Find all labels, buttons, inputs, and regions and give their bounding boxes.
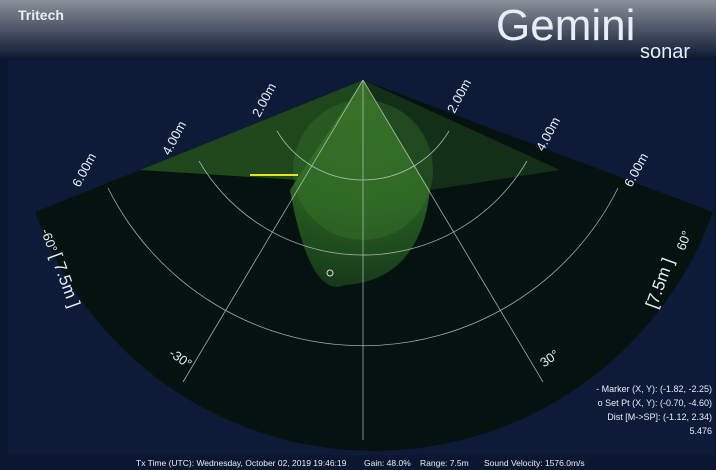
grid [107,79,619,440]
angle-label: 60° [673,229,694,253]
status-time: Tx Time (UTC): Wednesday, October 02, 20… [136,458,347,468]
status-gain: Gain: 48.0% [364,458,411,468]
status-range: Range: 7.5m [420,458,469,468]
echo-left [140,80,363,180]
readout-line: - Marker (X, Y): (-1.82, -2.25) [596,384,712,394]
echo-right [363,80,560,190]
brand: Tritech [18,7,64,23]
readout-line: Dist [M->SP]: (-1.12, 2.34) [607,412,712,422]
readout-line: o Set Pt (X, Y): (-0.70, -4.60) [598,398,712,408]
set-point [326,269,334,277]
product-name: Gemini [496,1,635,50]
fan [35,79,713,451]
readout-line: 5.476 [689,426,712,436]
echo-main [290,80,430,287]
product-sub: sonar [640,41,690,63]
status-velocity: Sound Velocity: 1576.0m/s [484,458,585,468]
header-strip [0,0,716,60]
